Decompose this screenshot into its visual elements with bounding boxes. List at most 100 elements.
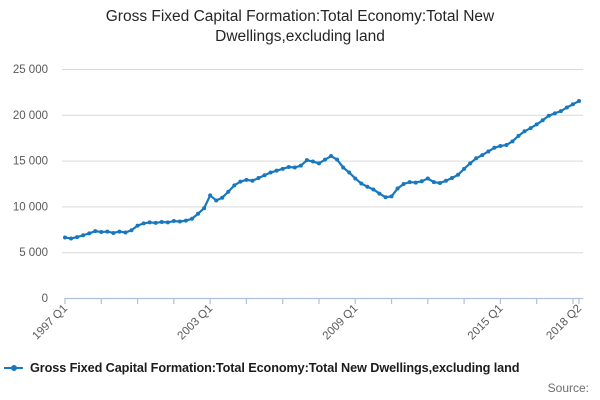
series-point-marker (75, 235, 80, 240)
y-axis-tick-label: 25 000 (13, 64, 48, 76)
series-point-marker (147, 220, 152, 225)
series-point-marker (552, 111, 557, 116)
series-point-marker (456, 172, 461, 177)
series-point-marker (504, 143, 509, 148)
series-point-marker (105, 229, 110, 234)
series-point-marker (443, 178, 448, 183)
series-point-marker (141, 221, 146, 226)
series-point-marker (171, 219, 176, 224)
series-point-marker (220, 195, 225, 200)
series-point-marker (250, 178, 255, 183)
series-point-marker (226, 189, 231, 194)
legend: Gross Fixed Capital Formation:Total Econ… (4, 361, 596, 375)
x-axis-tick-label: 2003 Q1 (176, 303, 216, 343)
series-point-marker (69, 236, 74, 241)
series-point-marker (87, 231, 92, 236)
series-point-marker (534, 122, 539, 127)
series-point-marker (359, 181, 364, 186)
y-axis-tick-label: 20 000 (13, 110, 48, 122)
series-point-marker (202, 206, 207, 211)
series-point-marker (280, 166, 285, 171)
series-point-marker (274, 168, 279, 173)
series-point-marker (341, 165, 346, 170)
series-point-marker (413, 180, 418, 185)
series-point-marker (492, 145, 497, 150)
series-point-marker (81, 233, 86, 238)
series-point-marker (480, 153, 485, 158)
series-point-marker (570, 102, 575, 107)
series-point-marker (365, 184, 370, 189)
series-point-marker (286, 165, 291, 170)
series-point-marker (99, 230, 104, 235)
series-point-marker (540, 118, 545, 123)
source-label: Source: (547, 381, 589, 395)
series-point-marker (558, 109, 563, 114)
series-point-marker (468, 161, 473, 166)
series-point-marker (165, 220, 170, 225)
series-point-marker (262, 173, 267, 178)
series-point-marker (183, 218, 188, 223)
series-point-marker (117, 229, 122, 234)
legend-marker-dot (10, 364, 17, 371)
series-point-marker (244, 177, 249, 182)
series-point-marker (123, 230, 128, 235)
series-point-marker (474, 156, 479, 161)
y-axis-tick-label: 10 000 (13, 201, 48, 213)
series-point-marker (516, 133, 521, 138)
series-point-marker (577, 99, 581, 104)
series-point-marker (528, 126, 533, 131)
series-point-marker (316, 161, 321, 166)
y-axis-tick-label: 15 000 (13, 156, 48, 168)
x-axis-tick-label: 2018 Q2 (544, 303, 584, 343)
series-point-marker (437, 181, 442, 186)
series-point-marker (546, 113, 551, 118)
series-point-marker (347, 170, 352, 175)
x-axis-tick-label: 1997 Q1 (30, 303, 70, 343)
series-point-marker (564, 105, 569, 110)
series-point-marker (304, 158, 309, 163)
series-point-marker (232, 183, 237, 188)
series-point-marker (208, 193, 213, 198)
series-point-marker (510, 139, 515, 144)
series-point-marker (522, 129, 527, 134)
series-point-marker (268, 170, 273, 175)
series-point-marker (335, 157, 340, 162)
legend-line-marker-icon (4, 364, 23, 373)
series-point-marker (111, 230, 116, 235)
series-line (63, 99, 581, 240)
series-point-marker (153, 220, 158, 225)
series-point-marker (214, 198, 219, 203)
series-point-marker (256, 176, 261, 180)
series-point-marker (389, 194, 394, 199)
series-point-marker (238, 179, 243, 184)
series-point-marker (450, 176, 455, 180)
series-point-marker (159, 219, 164, 224)
series-point-marker (196, 211, 201, 216)
series-point-marker (298, 163, 303, 168)
series-point-marker (323, 157, 328, 162)
legend-series-label: Gross Fixed Capital Formation:Total Econ… (30, 361, 520, 375)
series-point-marker (462, 166, 467, 171)
series-point-marker (329, 154, 334, 159)
chart-title: Gross Fixed Capital Formation:Total Econ… (105, 8, 495, 46)
series-point-marker (395, 186, 400, 191)
y-axis-tick-label: 0 (42, 293, 48, 305)
series-point-marker (498, 143, 503, 148)
series-point-marker (135, 223, 140, 228)
series-point-marker (129, 228, 134, 233)
x-axis-tick-label: 2015 Q1 (466, 303, 506, 343)
series-point-marker (401, 181, 406, 186)
series-point-marker (486, 149, 491, 154)
series-point-marker (425, 176, 430, 181)
series-point-marker (431, 180, 436, 185)
series-point-marker (310, 159, 315, 164)
series-point-marker (353, 176, 358, 181)
series-point-marker (383, 195, 388, 200)
series-point-marker (93, 229, 98, 234)
series-point-marker (419, 179, 424, 184)
x-axis-tick-label: 2009 Q1 (321, 303, 361, 343)
series-point-marker (407, 180, 412, 185)
series-point-marker (177, 219, 182, 224)
